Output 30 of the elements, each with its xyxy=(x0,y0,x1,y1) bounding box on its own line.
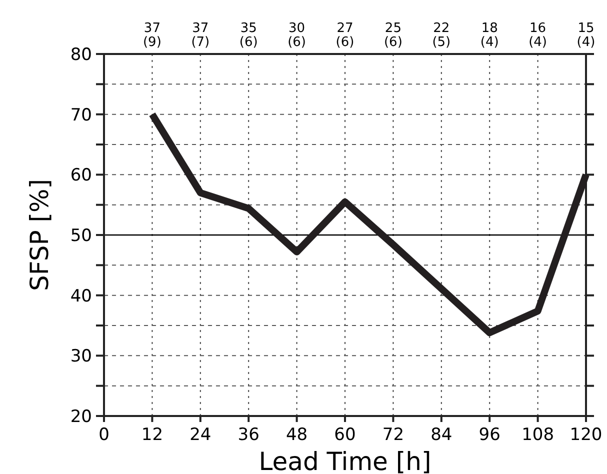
x-tick-label: 72 xyxy=(382,425,404,445)
x-tick-label: 24 xyxy=(190,425,212,445)
x-tick-label: 120 xyxy=(570,425,602,445)
text: 15 (4) xyxy=(576,21,596,50)
text: 35 (6) xyxy=(239,21,258,50)
x-tick-label: 12 xyxy=(141,425,164,445)
y-tick-label: 80 xyxy=(70,45,92,65)
y-axis-title: SFSP [%] xyxy=(25,179,54,291)
text: 37 (9) xyxy=(142,21,162,50)
x-tick-label: 108 xyxy=(522,425,554,445)
y-tick-label: 50 xyxy=(70,226,92,246)
x-tick-label: 84 xyxy=(430,425,452,445)
y-tick-label: 70 xyxy=(70,105,92,126)
y-tick-label: 60 xyxy=(70,166,92,186)
text: 37 (7) xyxy=(191,21,210,50)
text: 25 (6) xyxy=(384,21,402,50)
x-tick-label: 96 xyxy=(478,425,500,445)
text: 27 (6) xyxy=(336,21,354,50)
y-tick-label: 30 xyxy=(70,346,92,367)
text: 16 (4) xyxy=(528,21,548,50)
x-tick-label: 60 xyxy=(334,425,356,445)
text: 30 (6) xyxy=(288,21,306,50)
text: 22 (5) xyxy=(432,21,451,50)
x-tick-label: 0 xyxy=(98,425,110,445)
x-tick-label: 48 xyxy=(286,425,308,445)
x-tick-label: 36 xyxy=(238,425,260,445)
x-axis-title: Lead Time [h] xyxy=(258,447,432,474)
text: 18 (4) xyxy=(480,21,499,50)
y-tick-label: 20 xyxy=(70,407,92,427)
y-tick-label: 40 xyxy=(70,286,92,306)
